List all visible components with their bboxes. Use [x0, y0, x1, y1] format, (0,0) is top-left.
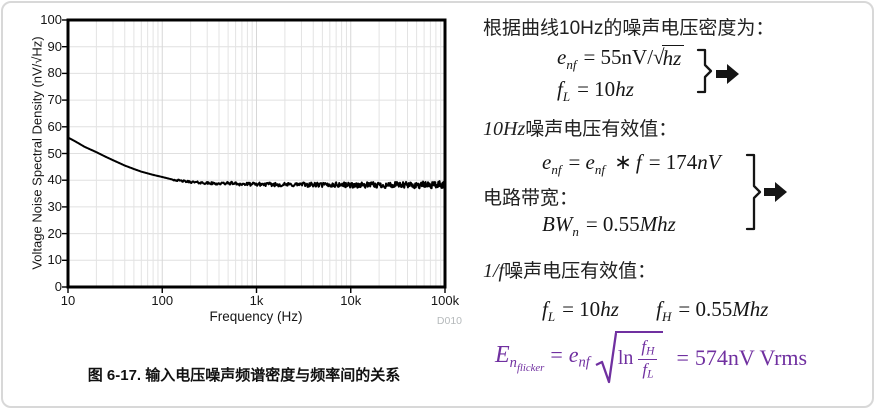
- formula-corner-frequencies: fL = 10hz fH = 0.55Mhz: [542, 297, 768, 325]
- var-f: f: [635, 150, 642, 174]
- radical-expression: ln fH fL: [595, 331, 664, 385]
- fraction-fh-over-fl: fH fL: [638, 337, 658, 380]
- unit: hz: [600, 297, 619, 321]
- sub-H: H: [661, 309, 672, 325]
- y-tick-label: 100: [40, 12, 62, 27]
- unit: nV/: [621, 45, 654, 69]
- y-tick-label: 30: [47, 198, 62, 214]
- x-axis-title: Frequency (Hz): [209, 309, 303, 324]
- x-tick-label: 10: [60, 293, 76, 308]
- radicand: hz: [661, 45, 685, 71]
- sub-nf: nf: [566, 57, 577, 73]
- var-enf: e: [557, 45, 567, 69]
- math-1-over-f: 1/f: [483, 260, 505, 282]
- x-tick-label: 100: [151, 293, 174, 308]
- y-tick-label: 80: [47, 65, 62, 81]
- arrow-right-icon: [716, 64, 739, 84]
- var-enf: e: [542, 150, 552, 174]
- y-tick-label: 40: [47, 172, 62, 188]
- y-tick-label: 60: [47, 118, 62, 134]
- radical-icon: [595, 332, 617, 384]
- annotation-density-heading: 根据曲线10Hz的噪声电压密度为：: [483, 18, 775, 39]
- equals: =: [568, 150, 581, 174]
- radical-icon: √: [653, 45, 665, 69]
- sub-flicker: flicker: [516, 361, 545, 374]
- result: = 574nV Vrms: [670, 345, 807, 371]
- formula-flicker-noise-result: Enflicker= enf ln fH fL = 574nV Vrms: [495, 331, 807, 385]
- sub-L: L: [547, 309, 556, 325]
- sub-n: n: [572, 224, 579, 240]
- var-E: E: [495, 342, 510, 369]
- ln-operator: ln: [617, 347, 634, 370]
- plot-watermark: D010: [436, 315, 462, 327]
- text: 噪声电压有效值：: [504, 261, 657, 282]
- sub-n: nflicker: [509, 354, 545, 374]
- sqrt-expression: √ hz: [653, 45, 685, 71]
- y-tick-label: 10: [47, 252, 62, 268]
- var-fh: f: [656, 297, 662, 321]
- text: 噪声电压有效值：: [525, 119, 678, 140]
- annotation-bandwidth-heading: 电路带宽：: [483, 188, 579, 209]
- multiply-operator: ∗: [614, 150, 632, 174]
- sub-L: L: [562, 89, 571, 105]
- sub-nf: nf: [578, 354, 590, 371]
- sub-nf: nf: [551, 162, 562, 178]
- radicand: ln fH fL: [614, 331, 664, 380]
- equals: =: [676, 345, 689, 370]
- brace-icon: [696, 48, 713, 94]
- unit: Mhz: [732, 297, 769, 321]
- arrow-right-icon: [764, 182, 787, 202]
- x-tick-label: 1k: [249, 293, 264, 308]
- y-tick-label: 50: [47, 145, 62, 161]
- var-enf-2: e: [585, 150, 595, 174]
- formula-bandwidth: BWn = 0.55Mhz: [542, 212, 676, 240]
- unit: nV: [697, 150, 721, 174]
- y-tick-label: 20: [47, 225, 62, 241]
- figure-caption: 图 6-17. 输入电压噪声频谱密度与频率间的关系: [87, 367, 401, 384]
- value: = 174: [648, 150, 698, 174]
- var-fl: f: [557, 77, 563, 101]
- math-10hz: 10Hz: [483, 118, 526, 140]
- unit: Mhz: [639, 212, 676, 236]
- result-value: 574nV Vrms: [694, 345, 808, 370]
- var-fl: f: [542, 297, 548, 321]
- formula-fl: fL = 10hz: [557, 77, 634, 105]
- formula-enf-density: enf = 55nV/√ hz: [557, 45, 685, 73]
- fh-term: fH = 0.55Mhz: [656, 297, 769, 325]
- x-tick-label: 100k: [430, 293, 460, 308]
- var-enf: e: [568, 342, 579, 368]
- brace-icon: [745, 153, 762, 231]
- formula-enf-rms: enf = enf ∗ f = 174nV: [542, 150, 721, 178]
- value: = 0.55: [678, 297, 733, 321]
- equals: =: [550, 342, 563, 368]
- lhs: Enflicker= enf: [495, 342, 590, 373]
- x-tick-label: 10k: [340, 293, 362, 308]
- y-tick-label: 70: [47, 92, 62, 108]
- numerator: fH: [638, 337, 658, 360]
- y-tick-label: 90: [47, 38, 62, 54]
- fl-term: fL = 10hz: [542, 297, 619, 325]
- y-tick-label: 0: [54, 279, 62, 294]
- denominator: fL: [642, 359, 654, 380]
- annotation-flicker-heading: 1/f噪声电压有效值：: [483, 256, 656, 283]
- value: = 55: [583, 45, 622, 69]
- var-bw: BW: [542, 212, 573, 236]
- value: = 10: [577, 77, 616, 101]
- noise-spectral-density-plot: [62, 18, 447, 293]
- sub-nf-2: nf: [594, 162, 605, 178]
- unit: hz: [615, 77, 634, 101]
- value: = 0.55: [585, 212, 640, 236]
- annotation-rms-heading: 10Hz噪声电压有效值：: [483, 114, 677, 141]
- value: = 10: [562, 297, 601, 321]
